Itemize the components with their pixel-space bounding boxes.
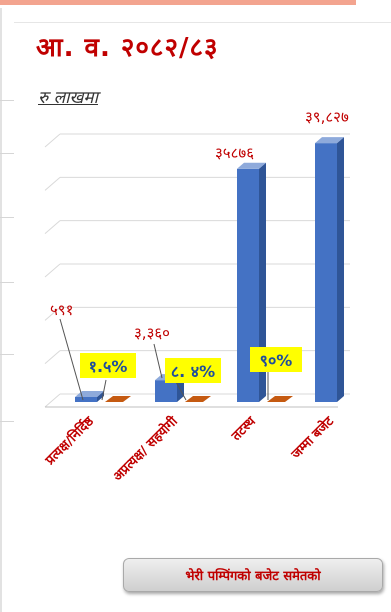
category-label: तटस्थ: [228, 414, 259, 445]
bar: [155, 380, 177, 402]
bar: [75, 397, 97, 402]
left-divider: [0, 217, 14, 218]
category-label: प्रत्यक्ष/निर्दिष्ठ: [41, 413, 97, 469]
bar: [315, 143, 337, 402]
bars: [75, 137, 344, 402]
category-labels: प्रत्यक्ष/निर्दिष्ठ अप्रत्यक्ष/ सहयोगी तटस…: [41, 413, 337, 485]
leader-line: [175, 381, 187, 401]
secondary-bar: [267, 396, 293, 402]
percent-highlight: [80, 353, 136, 378]
left-divider: [0, 421, 14, 422]
budget-note-button[interactable]: भेरी पम्पिंगको बजेट समेतको: [123, 558, 383, 592]
value-label: ३५८७६: [215, 144, 254, 162]
left-border: [0, 8, 2, 612]
data-labels: ५९१ ३,३६० ३५८७६ ३९,८२७ १.५% ८. ४% ९०%: [50, 108, 349, 401]
bar-chart: ५९१ ३,३६० ३५८७६ ३९,८२७ १.५% ८. ४% ९०% प्रत्यक्…: [41, 108, 350, 485]
bar-top: [315, 137, 344, 144]
top-accent-bar: [0, 0, 356, 5]
bar-top: [75, 391, 104, 397]
category-label: अप्रत्यक्ष/ सहयोगी: [110, 413, 182, 485]
percent-highlight: [250, 347, 302, 372]
frame-top-line: [14, 22, 391, 23]
unit-label: रु लाखमा: [38, 88, 98, 108]
secondary-bar: [105, 396, 131, 402]
percent-highlight: [165, 358, 221, 383]
grid-line: [44, 220, 61, 235]
percent-label: १.५%: [89, 357, 128, 376]
percent-label: ९०%: [260, 351, 293, 370]
value-label: ३९,८२७: [305, 108, 349, 126]
leader-line: [101, 379, 107, 401]
grid-lines: [44, 133, 350, 408]
bar-top: [237, 162, 266, 169]
bar-side: [337, 137, 344, 402]
chart-title: आ. व. २०८२/८३: [36, 33, 219, 63]
grid-line: [44, 306, 61, 321]
bar: [237, 168, 259, 402]
left-divider: [0, 153, 14, 154]
category-label: जम्मा बजेट: [287, 413, 337, 463]
left-divider: [0, 282, 14, 283]
value-label: ५९१: [50, 301, 73, 319]
grid-line: [44, 350, 61, 365]
secondary-bar: [185, 396, 211, 402]
grid-line: [44, 393, 61, 408]
grid-line: [44, 263, 61, 278]
left-divider: [0, 100, 14, 101]
percent-label: ८. ४%: [171, 362, 215, 381]
left-divider: [0, 354, 14, 355]
grid-line: [44, 133, 61, 148]
leader-line: [153, 343, 163, 379]
bar-side: [259, 162, 266, 402]
bar-side: [97, 391, 104, 402]
value-label: ३,३६०: [134, 324, 170, 342]
grid-line: [44, 176, 61, 191]
leader-line: [59, 318, 84, 401]
